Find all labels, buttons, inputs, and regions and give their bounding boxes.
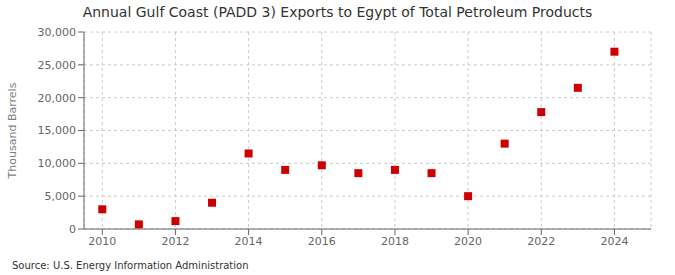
svg-text:2022: 2022 [527, 235, 555, 248]
svg-text:15,000: 15,000 [38, 124, 77, 137]
svg-text:2010: 2010 [88, 235, 116, 248]
svg-text:2020: 2020 [454, 235, 482, 248]
svg-text:30,000: 30,000 [38, 26, 77, 39]
svg-text:20,000: 20,000 [38, 92, 77, 105]
svg-text:25,000: 25,000 [38, 59, 77, 72]
svg-text:2014: 2014 [235, 235, 263, 248]
svg-text:2024: 2024 [600, 235, 628, 248]
svg-text:2016: 2016 [308, 235, 336, 248]
svg-text:2018: 2018 [381, 235, 409, 248]
html-text:Annual Gulf Coast (PADD 3) Exp: Annual Gulf Coast (PADD 3) Exports to Eg… [82, 4, 593, 20]
html-text:Source: U.S. Energy Informatio: Source: U.S. Energy Information Administ… [12, 260, 249, 271]
svg-text:10,000: 10,000 [38, 157, 77, 170]
svg-text:2012: 2012 [161, 235, 189, 248]
svg-text:Thousand Barrels: Thousand Barrels [8, 82, 19, 179]
svg-text:0: 0 [69, 223, 76, 236]
svg-text:5,000: 5,000 [45, 190, 77, 203]
